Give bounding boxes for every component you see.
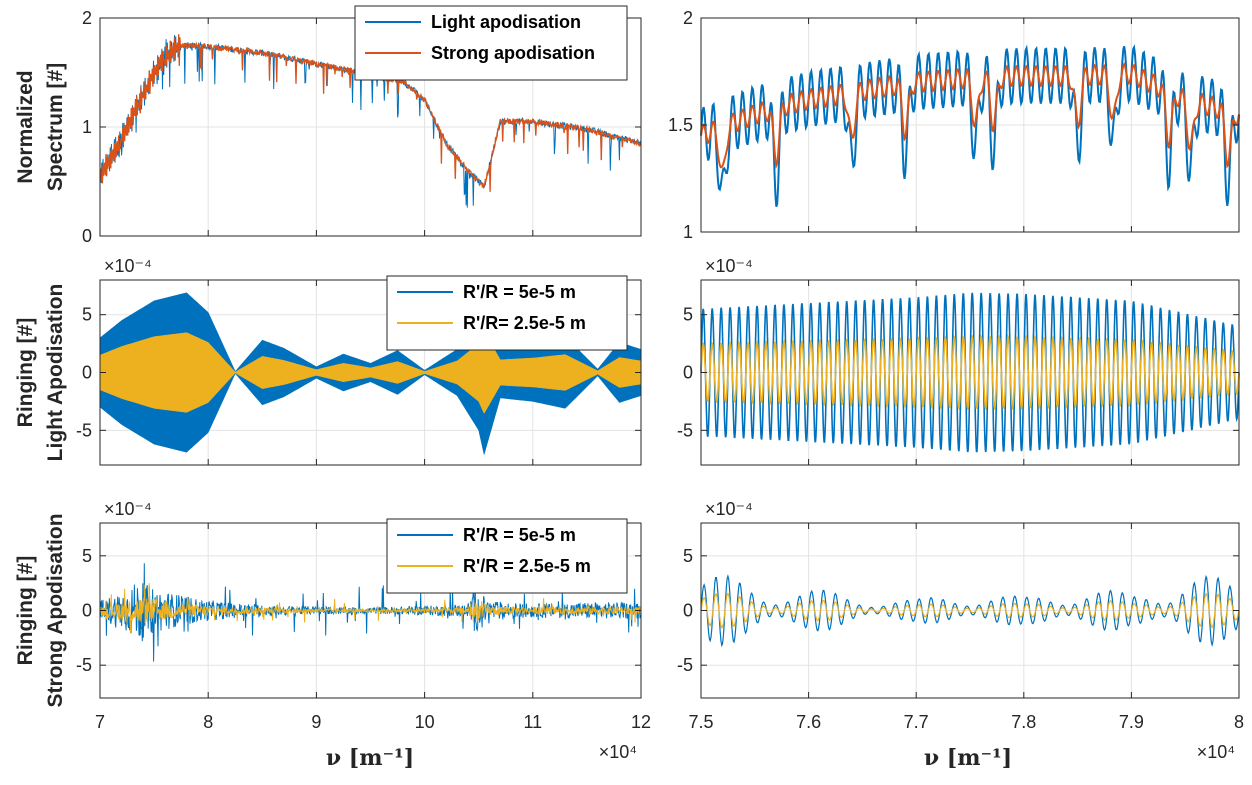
legend: R'/R = 5e-5 m R'/R = 2.5e-5 m	[386, 518, 628, 594]
x-exponent-label: ×10⁴	[599, 742, 637, 762]
y-axis-label: Light Apodisation	[44, 284, 67, 462]
x-tick-label: 7.5	[688, 712, 713, 732]
series-line-r-2.5e-5	[700, 592, 1240, 630]
y-exponent-label: ×10⁻⁴	[705, 499, 753, 519]
legend-label: Light apodisation	[431, 12, 581, 32]
y-tick-label: -5	[76, 420, 92, 440]
y-tick-label: 5	[683, 546, 693, 566]
series-line-strong-apodisation	[700, 62, 1240, 169]
legend-box	[386, 275, 628, 351]
y-tick-label: -5	[677, 655, 693, 675]
y-tick-label: 1.5	[668, 115, 693, 135]
spectrum-panel-left: 0 1 2 Normalized Spectrum [#] Light apodisati…	[14, 5, 642, 246]
x-tick-label: 9	[311, 712, 321, 732]
x-tick-label: 12	[631, 712, 651, 732]
y-tick-label: -5	[76, 655, 92, 675]
x-axis-label-right: ν [m⁻¹]	[924, 745, 1012, 771]
data-layer	[700, 574, 1240, 648]
ringing-strong-panel-right: -5 0 5 7.5 7.6 7.7 7.8 7.9 8 ×10⁻⁴ ×10⁴	[677, 499, 1244, 762]
y-tick-label: 5	[82, 546, 92, 566]
ticks: 0 1 2	[82, 8, 642, 246]
ticks: 11.52	[668, 8, 1240, 242]
y-axis-label: Ringing [#]	[14, 318, 37, 428]
y-exponent-label: ×10⁻⁴	[104, 499, 152, 519]
ticks: -5 0 5	[76, 280, 642, 465]
y-exponent-label: ×10⁻⁴	[705, 256, 753, 276]
x-exponent-label: ×10⁴	[1197, 742, 1235, 762]
legend-label: R'/R= 2.5e-5 m	[463, 313, 586, 333]
y-axis-label: Ringing [#]	[14, 556, 37, 666]
spectrum-panel-right: 11.52	[668, 8, 1240, 242]
ticks: -5 0 5	[677, 280, 1240, 465]
y-axis-label: Strong Apodisation	[44, 513, 67, 707]
y-tick-label: -5	[677, 420, 693, 440]
y-tick-label: 1	[82, 117, 92, 137]
ticks: -5 0 5 7 8 9 10 11 12	[76, 523, 651, 732]
x-tick-label: 11	[523, 712, 542, 732]
legend: R'/R = 5e-5 m R'/R= 2.5e-5 m	[386, 275, 628, 351]
x-tick-label: 8	[203, 712, 213, 732]
y-tick-label: 1	[683, 222, 693, 242]
y-tick-label: 5	[683, 305, 693, 325]
y-tick-label: 2	[82, 8, 92, 28]
data-layer	[99, 563, 642, 662]
ringing-strong-panel-left: -5 0 5 7 8 9 10 11 12 ×10⁻⁴ ×10⁴ Ringing [#] Strong …	[14, 499, 651, 762]
legend-label: Strong apodisation	[431, 43, 595, 63]
x-tick-label: 7	[95, 712, 105, 732]
data-layer	[700, 44, 1240, 207]
x-axis-label-left: ν [m⁻¹]	[326, 745, 414, 771]
legend: Light apodisation Strong apodisation	[354, 5, 628, 81]
ticks: -5 0 5 7.5 7.6 7.7 7.8 7.9 8	[677, 523, 1244, 732]
y-tick-label: 0	[683, 363, 693, 383]
x-tick-label: 10	[415, 712, 435, 732]
legend-label: R'/R = 5e-5 m	[463, 282, 576, 302]
x-tick-label: 7.6	[796, 712, 821, 732]
legend-box	[386, 518, 628, 594]
y-tick-label: 0	[82, 363, 92, 383]
y-tick-label: 2	[683, 8, 693, 28]
ringing-light-panel-right: -5 0 5 ×10⁻⁴	[677, 256, 1240, 466]
y-axis-label: Spectrum [#]	[44, 63, 67, 191]
legend-label: R'/R = 5e-5 m	[463, 525, 576, 545]
ringing-light-panel-left: -5 0 5 ×10⁻⁴ Ringing [#] Light Apodisation R'/…	[14, 256, 642, 466]
series-line-r-2.5e-5	[99, 583, 642, 633]
y-tick-label: 0	[82, 601, 92, 621]
x-tick-label: 7.8	[1011, 712, 1036, 732]
data-layer	[700, 292, 1240, 453]
y-exponent-label: ×10⁻⁴	[104, 256, 152, 276]
x-tick-label: 7.7	[904, 712, 929, 732]
y-axis-label: Normalized	[14, 70, 37, 183]
x-tick-label: 7.9	[1119, 712, 1144, 732]
y-tick-label: 5	[82, 305, 92, 325]
y-tick-label: 0	[82, 226, 92, 246]
y-tick-label: 0	[683, 601, 693, 621]
legend-label: R'/R = 2.5e-5 m	[463, 556, 591, 576]
legend-box	[354, 5, 628, 81]
x-tick-label: 8	[1234, 712, 1244, 732]
series-line-r-2.5e-5	[700, 333, 1240, 411]
